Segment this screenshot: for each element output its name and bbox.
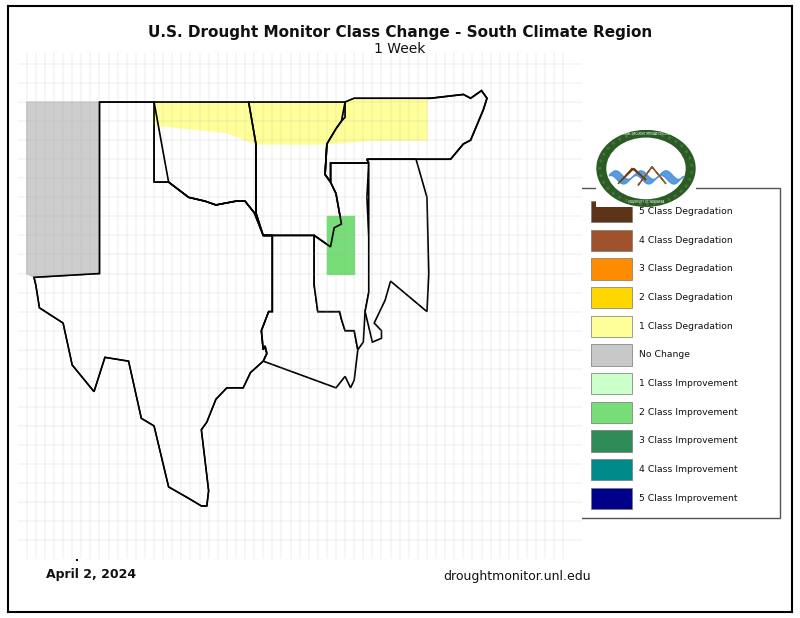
Bar — [591, 373, 632, 394]
Text: NATIONAL DROUGHT MITIGATION CENTER: NATIONAL DROUGHT MITIGATION CENTER — [618, 132, 674, 136]
Polygon shape — [618, 168, 646, 184]
Text: 4 Class Degradation: 4 Class Degradation — [639, 235, 733, 245]
Text: 5 Class Degradation: 5 Class Degradation — [639, 207, 733, 216]
Polygon shape — [327, 216, 354, 274]
Polygon shape — [154, 102, 256, 144]
Bar — [591, 402, 632, 423]
Text: April 9, 2024
compared to
April 2, 2024: April 9, 2024 compared to April 2, 2024 — [46, 528, 136, 581]
Text: 3 Class Degradation: 3 Class Degradation — [639, 265, 733, 273]
Bar — [591, 430, 632, 452]
Text: No Change: No Change — [639, 350, 690, 360]
Text: U.S. Drought Monitor Class Change - South Climate Region: U.S. Drought Monitor Class Change - Sout… — [148, 25, 652, 40]
Polygon shape — [638, 167, 666, 185]
Text: 1 Class Degradation: 1 Class Degradation — [639, 322, 733, 331]
Polygon shape — [314, 163, 370, 350]
Text: 2 Class Degradation: 2 Class Degradation — [639, 293, 733, 302]
Polygon shape — [256, 102, 345, 144]
Text: droughtmonitor.unl.edu: droughtmonitor.unl.edu — [443, 570, 590, 583]
Text: UNIVERSITY OF NEBRASKA: UNIVERSITY OF NEBRASKA — [628, 200, 664, 205]
Bar — [591, 459, 632, 480]
Text: 1 Class Improvement: 1 Class Improvement — [639, 379, 738, 388]
Text: 4 Class Improvement: 4 Class Improvement — [639, 465, 738, 474]
Bar — [591, 488, 632, 509]
Circle shape — [607, 138, 685, 198]
Polygon shape — [154, 102, 256, 213]
Text: 5 Class Improvement: 5 Class Improvement — [639, 494, 738, 503]
Text: 3 Class Improvement: 3 Class Improvement — [639, 436, 738, 446]
Bar — [591, 287, 632, 308]
Bar — [591, 201, 632, 222]
Bar — [591, 258, 632, 279]
Polygon shape — [249, 102, 345, 247]
Text: 2 Class Improvement: 2 Class Improvement — [639, 408, 738, 417]
Text: 1 Week: 1 Week — [374, 41, 426, 56]
Polygon shape — [262, 235, 358, 388]
FancyBboxPatch shape — [578, 188, 780, 518]
Text: NDMC: NDMC — [627, 155, 665, 165]
Polygon shape — [325, 91, 487, 182]
Polygon shape — [365, 159, 429, 342]
Polygon shape — [327, 98, 427, 144]
Circle shape — [597, 130, 695, 206]
Bar — [591, 230, 632, 251]
Bar — [591, 316, 632, 337]
Polygon shape — [26, 102, 99, 277]
Polygon shape — [34, 102, 272, 506]
Bar — [591, 344, 632, 365]
